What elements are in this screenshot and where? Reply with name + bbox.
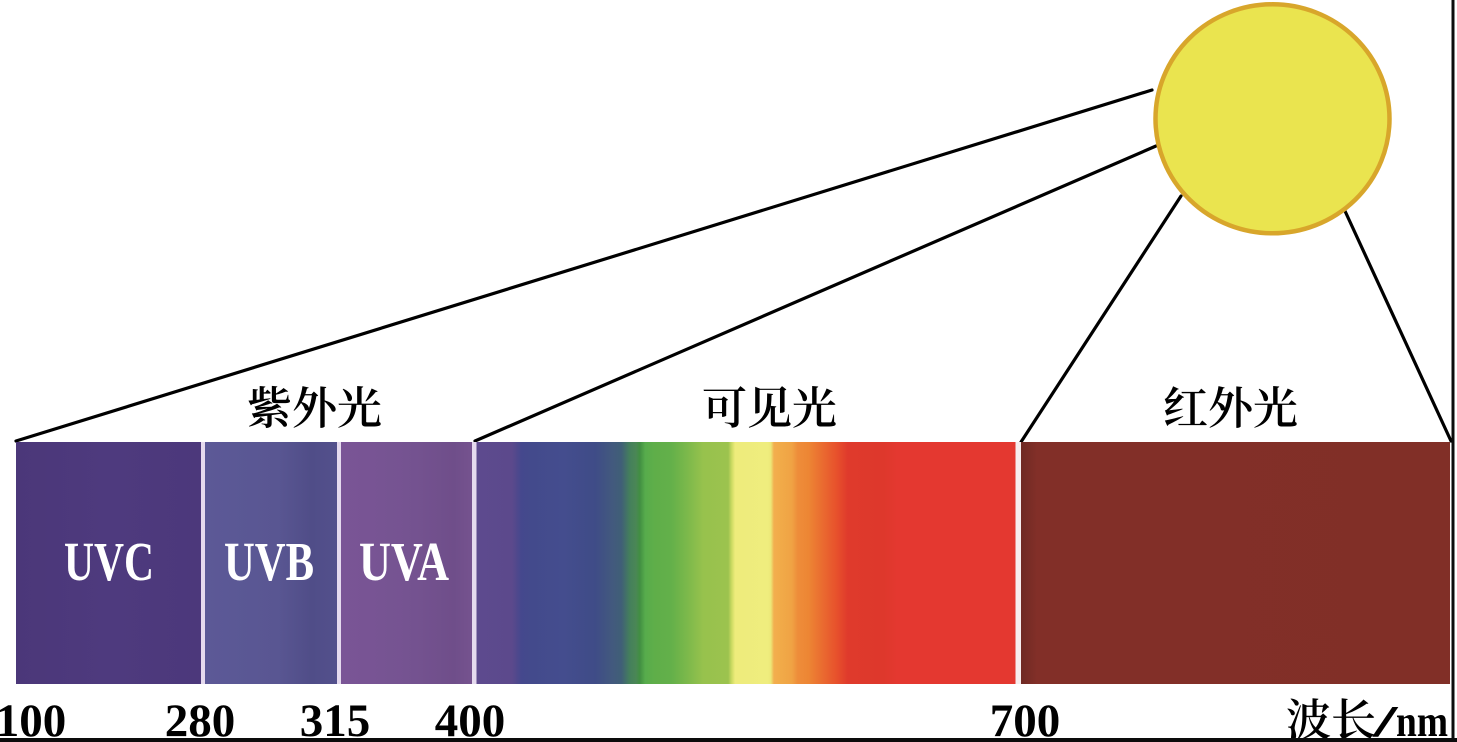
- svg-text:nm: nm: [1396, 697, 1448, 742]
- svg-text:700: 700: [990, 695, 1061, 742]
- svg-text:/: /: [1372, 697, 1400, 742]
- svg-text:UVC: UVC: [64, 531, 154, 592]
- svg-text:315: 315: [300, 695, 371, 742]
- svg-text:UVA: UVA: [359, 531, 449, 592]
- svg-text:400: 400: [435, 695, 506, 742]
- svg-text:100: 100: [0, 695, 66, 742]
- svg-text:280: 280: [165, 695, 236, 742]
- svg-text:UVB: UVB: [224, 531, 314, 592]
